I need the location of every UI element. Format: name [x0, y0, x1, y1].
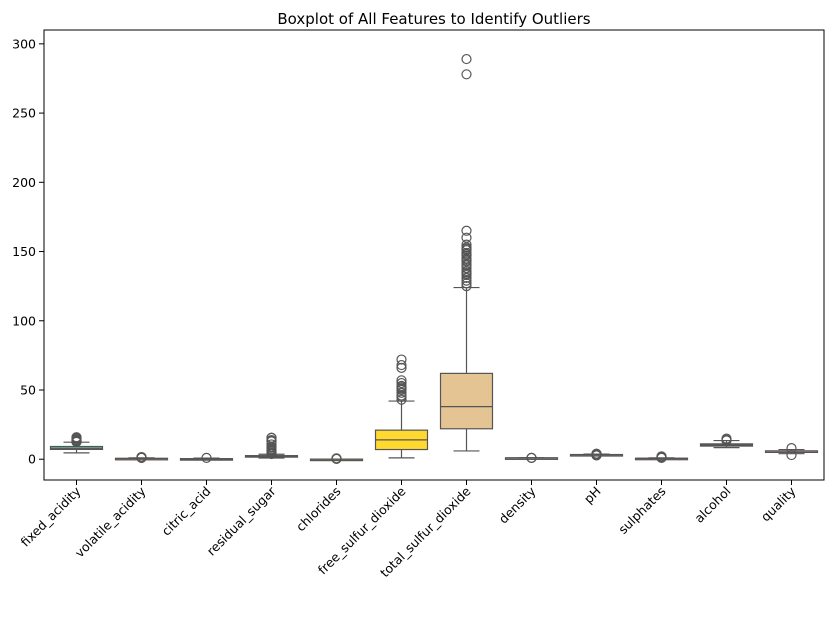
outlier-point	[461, 232, 472, 243]
outlier-point	[461, 242, 472, 253]
plot-area-frame	[43, 29, 825, 481]
box-group	[179, 452, 234, 463]
chart-title: Boxplot of All Features to Identify Outl…	[277, 10, 590, 28]
outlier-point	[461, 263, 472, 274]
outlier-point	[461, 253, 472, 264]
boxes-layer	[49, 53, 819, 465]
outlier-point	[786, 449, 797, 461]
box-group	[764, 443, 819, 461]
outlier-point	[461, 272, 472, 283]
outlier-point	[396, 394, 407, 405]
outlier-point	[461, 225, 472, 236]
x-tick-label: sulphates	[615, 484, 668, 537]
outlier-point	[396, 359, 407, 371]
box	[439, 372, 494, 430]
box-group	[569, 448, 624, 461]
box-group	[439, 53, 494, 452]
outlier-point	[396, 390, 407, 401]
box-group	[49, 432, 104, 454]
outlier-point	[721, 433, 732, 444]
outlier-point	[786, 443, 797, 454]
x-tick-label: volatile_acidity	[72, 483, 149, 560]
y-tick-label: 100	[12, 313, 36, 328]
box-group	[374, 354, 429, 459]
outlier-point	[591, 448, 602, 459]
outlier-point	[396, 354, 407, 365]
box-group	[309, 453, 364, 465]
y-tick-label: 250	[12, 106, 36, 121]
y-tick-label: 300	[12, 36, 36, 51]
outlier-point	[396, 380, 407, 391]
outlier-point	[461, 258, 472, 270]
box-group	[504, 452, 559, 463]
x-tick-label: quality	[758, 483, 799, 524]
x-tick-label: residual_sugar	[204, 483, 280, 559]
y-tick-label: 50	[20, 383, 36, 398]
y-tick-label: 200	[12, 175, 36, 190]
outlier-point	[266, 439, 277, 450]
box-group	[634, 451, 689, 463]
outlier-point	[396, 387, 407, 398]
box-group	[244, 432, 299, 460]
outlier-point	[461, 275, 472, 286]
x-tick-label: fixed_acidity	[18, 483, 85, 550]
outlier-point	[71, 432, 82, 443]
outlier-point	[526, 452, 537, 463]
x-tick-label: citric_acid	[159, 484, 214, 539]
outlier-point	[266, 432, 277, 443]
outlier-point	[461, 239, 472, 250]
box-group	[114, 451, 169, 463]
outlier-point	[461, 69, 472, 80]
outlier-point	[396, 362, 407, 373]
outlier-point	[396, 377, 407, 389]
x-tick-label: density	[496, 483, 539, 526]
outlier-point	[461, 278, 472, 289]
outlier-point	[201, 452, 212, 463]
x-tick-label: pH	[581, 484, 604, 507]
box-group	[699, 433, 754, 449]
y-tick-label: 150	[12, 244, 36, 259]
outlier-point	[656, 451, 667, 462]
outlier-point	[396, 375, 407, 386]
outlier-point	[331, 453, 342, 464]
outlier-point	[136, 451, 147, 463]
x-tick-label: alcohol	[691, 484, 733, 526]
outlier-point	[461, 265, 472, 277]
outlier-point	[461, 53, 472, 65]
x-tick-label: chlorides	[293, 484, 344, 535]
y-axis: 0 50 100 150 200 250 300	[12, 36, 44, 467]
y-tick-label: 0	[28, 452, 36, 467]
outlier-point	[461, 247, 472, 259]
outlier-point	[461, 281, 472, 292]
